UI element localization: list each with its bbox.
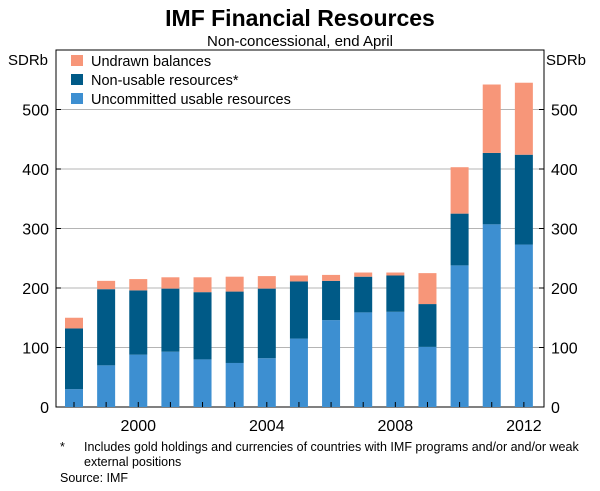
y-tick-label-right: 100 [551,341,578,358]
bar-2011-series-0 [482,224,501,407]
bar-2005-series-0 [289,338,308,407]
y-tick-label-right: 300 [551,222,578,239]
bar-2012-series-2 [514,82,533,155]
x-tick-label-2004: 2004 [249,418,285,435]
chart-subtitle: Non-concessional, end April [207,33,393,50]
y-axis-unit-right: SDRb [546,52,586,69]
legend: Undrawn balances Non-usable resources* U… [71,54,291,108]
bar-2004-series-2 [257,276,276,289]
bar-1998-series-1 [65,328,83,390]
bar-2002-series-2 [193,277,212,293]
bar-2009-series-2 [418,273,437,305]
bar-2012-series-1 [514,154,533,245]
bar-2003-series-2 [225,276,244,292]
bar-2010-series-1 [450,213,469,266]
bar-2001-series-0 [161,351,180,407]
bar-2006-series-1 [322,280,341,321]
bar-2001-series-1 [161,288,180,352]
bar-2009-series-0 [418,346,437,407]
y-tick-label-left: 300 [22,222,49,239]
bar-1998-series-0 [65,389,83,407]
bar-2004-series-0 [257,358,276,407]
bar-2010-series-0 [450,265,469,407]
bar-2002-series-0 [193,359,212,407]
bar-2007-series-2 [354,272,373,277]
footnote-marker: * [60,440,65,454]
axis-ticks: 0 0 100 100 200 200 300 300 400 400 500 500 2000 2004… [22,103,578,436]
y-tick-label-left: 400 [22,162,49,179]
bar-2005-series-1 [289,281,308,339]
bar-2008-series-2 [386,272,405,276]
legend-swatch-non-usable [71,74,83,85]
bar-2000-series-2 [129,279,148,291]
bar-2006-series-2 [322,274,341,281]
bar-2006-series-0 [322,320,341,407]
bar-2007-series-1 [354,276,373,313]
y-tick-label-left: 500 [22,103,49,120]
bar-1999-series-1 [97,289,116,366]
bar-group [65,82,533,407]
legend-swatch-undrawn [71,55,83,66]
bar-2000-series-1 [129,290,148,355]
bar-2007-series-0 [354,312,373,407]
chart-title: IMF Financial Resources [165,5,435,31]
y-axis-unit-left: SDRb [8,52,48,69]
bar-2011-series-2 [482,84,501,153]
bar-2008-series-1 [386,275,405,312]
footnote-text: Includes gold holdings and currencies of… [84,440,579,469]
bar-2001-series-2 [161,277,180,289]
x-tick-label-2000: 2000 [120,418,156,435]
y-tick-label-right: 0 [551,400,560,417]
x-tick-label-2012: 2012 [506,418,542,435]
bar-2009-series-1 [418,304,437,347]
y-tick-label-right: 200 [551,281,578,298]
bar-1999-series-0 [97,365,116,407]
legend-swatch-uncommitted [71,93,83,104]
bar-2008-series-0 [386,311,405,407]
bar-2002-series-1 [193,292,212,360]
bar-2012-series-0 [514,244,533,407]
bar-2003-series-1 [225,291,244,363]
y-tick-label-right: 400 [551,162,578,179]
source-note: Source: IMF [60,471,129,485]
bar-2004-series-1 [257,288,276,359]
bar-2010-series-2 [450,167,469,214]
bar-2005-series-2 [289,275,308,282]
y-tick-label-left: 200 [22,281,49,298]
y-tick-label-left: 0 [40,400,49,417]
y-tick-label-right: 500 [551,103,578,120]
bar-1998-series-2 [65,317,83,329]
bar-2003-series-0 [225,362,244,407]
legend-label-uncommitted: Uncommitted usable resources [91,92,291,108]
bar-1999-series-2 [97,280,116,290]
x-tick-label-2008: 2008 [378,418,414,435]
bar-2000-series-0 [129,354,148,407]
legend-label-undrawn: Undrawn balances [91,54,211,70]
y-tick-label-left: 100 [22,341,49,358]
bar-2011-series-1 [482,152,501,225]
legend-label-non-usable: Non-usable resources* [91,73,239,89]
